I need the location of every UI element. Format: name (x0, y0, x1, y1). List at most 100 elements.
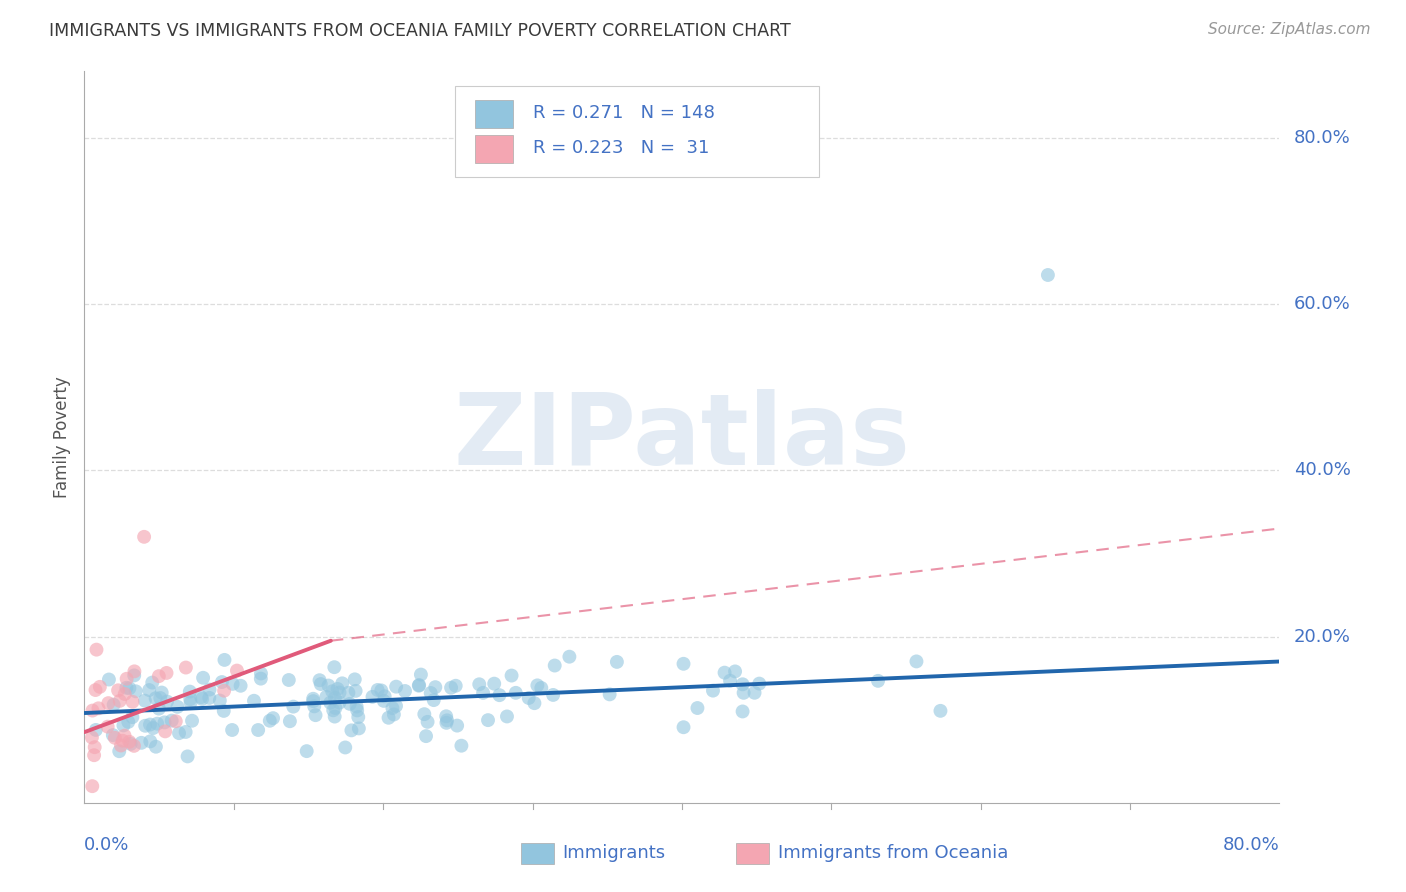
Point (110, 739, 132, 753)
Point (672, 720, 695, 734)
Point (530, 681, 553, 695)
Text: Immigrants from Oceania: Immigrants from Oceania (778, 844, 1008, 862)
Point (125, 684, 148, 698)
Point (174, 660, 197, 674)
Point (121, 695, 143, 709)
Point (415, 729, 437, 743)
Point (323, 709, 346, 723)
Point (149, 691, 172, 706)
Point (167, 726, 190, 740)
Point (385, 698, 408, 713)
Text: Source: ZipAtlas.com: Source: ZipAtlas.com (1208, 22, 1371, 37)
Point (541, 688, 564, 702)
Point (190, 690, 212, 705)
Point (450, 739, 472, 753)
Point (138, 683, 160, 698)
Point (374, 690, 396, 704)
Point (482, 676, 505, 690)
FancyBboxPatch shape (456, 86, 820, 178)
Point (526, 678, 548, 692)
Point (558, 649, 581, 664)
Point (212, 704, 235, 718)
Point (408, 679, 430, 693)
Point (166, 699, 188, 714)
Point (339, 697, 361, 711)
Point (84, 683, 107, 698)
Point (326, 681, 349, 696)
Point (367, 683, 389, 698)
Point (214, 653, 236, 667)
Point (146, 716, 169, 731)
Point (208, 693, 231, 707)
Point (148, 669, 170, 683)
Point (97, 720, 120, 734)
Point (97, 673, 120, 687)
Point (221, 677, 243, 691)
Point (444, 679, 467, 693)
Point (243, 694, 266, 708)
Point (141, 675, 163, 690)
Point (330, 676, 353, 690)
Point (929, 704, 952, 718)
Point (108, 694, 131, 708)
Text: R = 0.271   N = 148: R = 0.271 N = 148 (533, 104, 714, 122)
Point (361, 690, 384, 704)
Point (86, 642, 108, 657)
Point (472, 686, 495, 700)
Point (107, 683, 129, 698)
Point (302, 699, 325, 714)
Point (134, 719, 156, 733)
Point (702, 683, 724, 698)
Point (84, 723, 107, 737)
Point (446, 718, 468, 732)
Point (501, 668, 523, 682)
Point (277, 673, 299, 687)
Point (1036, 268, 1059, 282)
Point (153, 715, 176, 730)
Point (97, 696, 120, 710)
FancyBboxPatch shape (735, 843, 769, 863)
Point (315, 690, 337, 704)
Point (335, 740, 357, 755)
Point (468, 677, 491, 691)
Text: IMMIGRANTS VS IMMIGRANTS FROM OCEANIA FAMILY POVERTY CORRELATION CHART: IMMIGRANTS VS IMMIGRANTS FROM OCEANIA FA… (49, 22, 792, 40)
Point (302, 691, 325, 706)
Point (304, 708, 326, 723)
Point (323, 690, 346, 705)
Point (87, 701, 110, 715)
Point (346, 699, 368, 714)
Point (179, 684, 201, 698)
Point (295, 744, 318, 758)
Point (340, 723, 363, 738)
Point (744, 686, 766, 700)
Point (323, 660, 346, 674)
Point (80, 731, 103, 745)
Point (373, 694, 395, 708)
Point (394, 684, 416, 698)
Point (381, 701, 404, 715)
FancyBboxPatch shape (520, 843, 554, 863)
Point (488, 688, 510, 702)
FancyBboxPatch shape (475, 100, 513, 128)
Point (440, 681, 463, 695)
Point (139, 717, 162, 731)
Point (131, 736, 153, 750)
Text: 80.0%: 80.0% (1223, 836, 1279, 854)
Point (434, 709, 457, 723)
Point (176, 749, 198, 764)
Point (148, 701, 170, 715)
Point (686, 701, 709, 715)
Point (139, 734, 162, 748)
Point (250, 672, 273, 686)
Point (343, 673, 366, 687)
Point (142, 721, 165, 735)
Point (425, 680, 447, 694)
Point (731, 677, 754, 691)
Point (905, 654, 928, 668)
Text: Immigrants: Immigrants (562, 844, 665, 862)
Point (382, 707, 405, 722)
Point (221, 723, 243, 737)
Point (89, 680, 111, 694)
Point (408, 678, 430, 692)
Point (436, 715, 458, 730)
